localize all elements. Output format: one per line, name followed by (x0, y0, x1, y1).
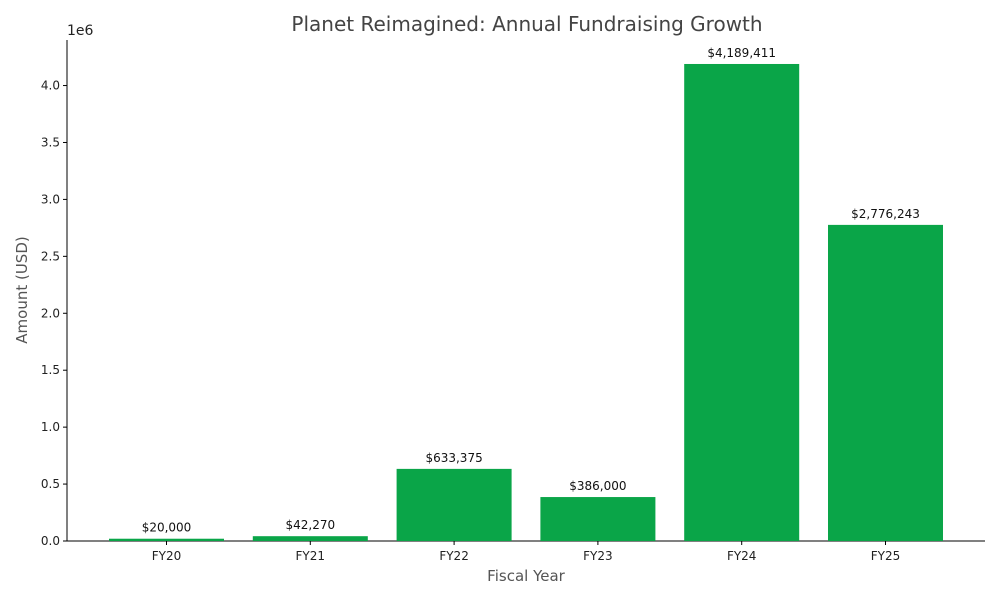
x-tick-label: FY20 (152, 549, 182, 563)
y-axis-label: Amount (USD) (13, 236, 31, 343)
bar (540, 497, 656, 541)
bar (252, 536, 368, 541)
x-tick-label: FY24 (727, 549, 757, 563)
bar-value-label: $20,000 (142, 521, 192, 535)
y-tick-label: 0.5 (41, 477, 60, 491)
y-tick-label: 2.5 (41, 249, 60, 263)
bar-value-label: $386,000 (569, 479, 626, 493)
plot-area: 0.0 0.5 1.0 1.5 2.0 2.5 3.0 3.5 4.0 FY20 $20,000 FY… (41, 40, 985, 563)
y-tick-label: 1.0 (41, 420, 60, 434)
bar-value-label: $42,270 (285, 518, 335, 532)
bar (109, 538, 224, 541)
x-tick-label: FY21 (296, 549, 326, 563)
bar (828, 224, 943, 541)
y-axis-multiplier: 1e6 (67, 23, 94, 39)
y-tick-label: 1.5 (41, 363, 60, 377)
y-tick-label: 0.0 (41, 534, 60, 548)
bar (396, 468, 512, 541)
y-tick-label: 3.0 (41, 192, 60, 206)
x-tick-label: FY25 (871, 549, 901, 563)
bar-value-label: $2,776,243 (851, 207, 920, 221)
bar (684, 63, 800, 542)
y-tick-label: 2.0 (41, 306, 60, 320)
bar-value-label: $4,189,411 (707, 46, 776, 60)
y-tick-label: 4.0 (41, 79, 60, 93)
x-tick-label: FY22 (439, 549, 469, 563)
x-tick-label: FY23 (583, 549, 613, 563)
chart-title: Planet Reimagined: Annual Fundraising Gr… (291, 12, 762, 36)
bar-value-label: $633,375 (425, 451, 482, 465)
x-axis-label: Fiscal Year (487, 567, 565, 585)
y-tick-label: 3.5 (41, 135, 60, 149)
